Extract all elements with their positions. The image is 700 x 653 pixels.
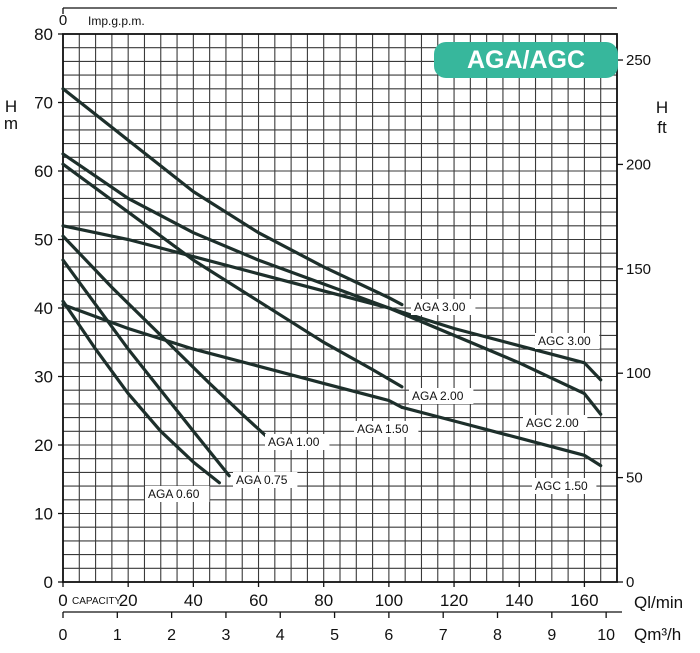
curve-label: AGA 1.50 <box>357 422 409 436</box>
curve-label: AGC 2.00 <box>526 416 579 430</box>
x-m3h-tick-label: 7 <box>439 627 448 644</box>
x-lmin-tick-label: 0 <box>58 591 67 610</box>
y-left-tick-label: 0 <box>44 573 53 592</box>
curve-label: AGC 3.00 <box>538 334 591 348</box>
x-lmin-tick-label: 80 <box>314 591 333 610</box>
curve-line <box>61 162 404 389</box>
x-lmin-tick-label: 60 <box>249 591 268 610</box>
curve-label-bg <box>409 388 474 404</box>
curve-line <box>61 152 603 416</box>
y-right-tick-label: 200 <box>626 156 651 173</box>
x-m3h-tick-label: 2 <box>167 627 176 644</box>
x-lmin-tick-label: 20 <box>119 591 138 610</box>
curve-line <box>61 258 231 478</box>
y-right-tick-label: 100 <box>626 365 651 382</box>
x-lmin-tick-label: 120 <box>440 591 468 610</box>
left-axis-unit-m: m <box>4 114 18 133</box>
curve-label: AGA 0.75 <box>236 473 288 487</box>
y-left-tick-label: 40 <box>34 299 53 318</box>
curve-label-bg <box>233 472 298 488</box>
x-m3h-tick-label: 1 <box>113 627 122 644</box>
y-left-tick-label: 20 <box>34 436 53 455</box>
chart-grid <box>62 33 618 583</box>
x-lmin-tick-label: 140 <box>505 591 533 610</box>
curve-label-bg <box>535 333 600 349</box>
x-gpm-tick-label: 0 <box>59 12 67 29</box>
x-m3h-tick-label: 4 <box>276 627 285 644</box>
chart-axes <box>58 7 623 618</box>
y-right-tick-label: 0 <box>626 574 634 591</box>
y-right-tick-label: 250 <box>626 52 651 69</box>
left-axis-unit-h: H <box>5 97 17 116</box>
y-left-tick-label: 80 <box>34 25 53 44</box>
y-left-tick-label: 60 <box>34 162 53 181</box>
curve-line <box>61 299 221 485</box>
x-lmin-tick-label: 160 <box>570 591 598 610</box>
x-m3h-tick-label: 6 <box>384 627 393 644</box>
curve-label-bg <box>265 434 330 450</box>
curve-label-bg <box>411 299 476 315</box>
curve-line <box>61 87 404 307</box>
y-left-tick-label: 70 <box>34 94 53 113</box>
right-axis-unit-ft: ft <box>657 118 667 137</box>
y-left-tick-label: 10 <box>34 505 53 524</box>
y-right-tick-label: 150 <box>626 261 651 278</box>
capacity-label: CAPACITY <box>72 596 122 607</box>
bottom-axis-unit-lmin: Ql/min <box>634 593 683 612</box>
curve-line <box>61 303 404 409</box>
curve-label-bg <box>523 415 588 431</box>
y-left-tick-label: 50 <box>34 231 53 250</box>
chart-curve-labels: AGA 0.60 AGA 0.75 AGA 1.00 AGA 1.50 AGA 2.00… <box>145 299 600 502</box>
curve-line <box>61 234 270 440</box>
model-badge: AGA/AGC <box>434 42 618 78</box>
curve-label: AGA 3.00 <box>414 300 466 314</box>
x-m3h-tick-label: 9 <box>547 627 556 644</box>
x-lmin-tick-label: 100 <box>375 591 403 610</box>
y-right-tick-label: 50 <box>626 470 643 487</box>
curve-line <box>400 405 603 468</box>
curve-label-bg <box>354 421 419 437</box>
curve-label-bg <box>532 478 597 494</box>
right-axis-unit-h: H <box>656 98 668 117</box>
y-left-tick-label: 30 <box>34 368 53 387</box>
bottom-axis-unit-m3h: Qm³/h <box>634 625 681 644</box>
curve-line <box>61 224 603 382</box>
x-lmin-tick-label: 40 <box>184 591 203 610</box>
top-axis-unit: Imp.g.p.m. <box>88 14 145 28</box>
x-m3h-tick-label: 8 <box>493 627 502 644</box>
x-m3h-tick-label: 0 <box>59 627 68 644</box>
x-m3h-tick-label: 5 <box>330 627 339 644</box>
x-m3h-tick-label: 3 <box>221 627 230 644</box>
curve-label-bg <box>145 486 210 502</box>
curve-label: AGA 2.00 <box>412 389 464 403</box>
curve-label: AGA 1.00 <box>268 435 320 449</box>
chart-curves <box>61 87 603 485</box>
curve-label: AGC 1.50 <box>535 479 588 493</box>
x-m3h-tick-label: 10 <box>597 627 615 644</box>
curve-label: AGA 0.60 <box>148 487 200 501</box>
